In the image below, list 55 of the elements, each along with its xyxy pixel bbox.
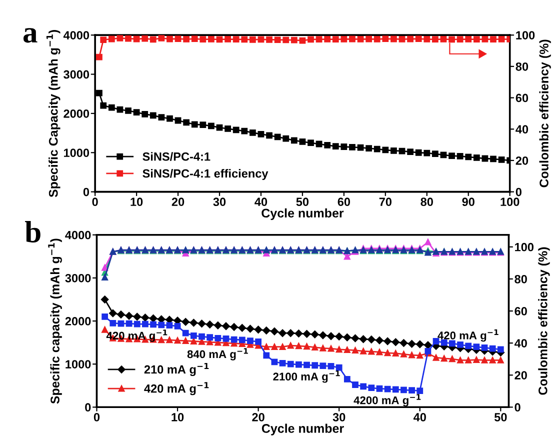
x-tick-label: 40 (413, 413, 426, 422)
annotation: 2100 mA g$^{−1}$ (273, 370, 340, 383)
y-tick-label: 1000 (66, 360, 91, 368)
x-tick-label: 60 (338, 198, 350, 206)
y2-tick-label: 40 (516, 125, 528, 134)
x-tick-label: 0 (92, 198, 98, 206)
y-tick-label: 0 (83, 188, 90, 196)
y2-tick-label: 40 (514, 339, 527, 348)
x-tick-label: 70 (379, 198, 392, 206)
y2-tick-label: 0 (514, 403, 520, 412)
y2-tick-label: 20 (516, 156, 528, 165)
y2-tick-label: 80 (516, 62, 528, 71)
y2-tick-label: 60 (516, 94, 528, 102)
y-tick-label: 3000 (65, 274, 91, 282)
x-axis-title: Cycle number (262, 208, 344, 220)
y-tick-label: 0 (85, 403, 91, 412)
annotation: 420 mA g$^{−1}$ (438, 329, 498, 342)
y2-tick-label: 100 (515, 242, 534, 252)
legend-label: 210 mA g$^{−1}$ (144, 362, 209, 376)
y-tick-label: 4000 (65, 230, 91, 240)
x-tick-label: 20 (172, 198, 184, 206)
x-tick-label: 10 (172, 413, 184, 422)
y-tick-label: 1000 (64, 148, 90, 158)
y2-tick-label: 80 (514, 274, 527, 284)
y2-tick-label: 0 (516, 188, 522, 196)
x-tick-label: 80 (420, 198, 433, 206)
legend-label: SiNS/PC-4:1 efficiency (142, 168, 268, 180)
y-tick-label: 2000 (64, 109, 90, 118)
y-tick-label: 3000 (64, 70, 90, 79)
y2-tick-label: 100 (516, 31, 535, 40)
x-tick-label: 40 (254, 198, 268, 206)
y2-tick-label: 60 (514, 307, 527, 316)
annotation: 840 mA g$^{−1}$ (187, 348, 248, 360)
y-axis-title: Specific Capacity (mAh g$^{−1}$) (46, 30, 60, 198)
x-tick-label: 90 (462, 198, 474, 206)
x-tick-label: 20 (252, 413, 264, 422)
y2-tick-label: 20 (514, 371, 527, 380)
x-tick-label: 100 (500, 198, 520, 206)
x-tick-label: 10 (130, 198, 143, 206)
y-tick-label: 4000 (63, 31, 90, 40)
annotation: 4200 mA g$^{−1}$ (354, 394, 421, 406)
x-tick-label: 50 (296, 198, 309, 206)
text: a (23, 28, 38, 43)
legend-label: SiNS/PC-4:1 (142, 152, 210, 161)
legend-label: 420 mA g$^{−1}$ (144, 382, 209, 396)
text: b (25, 221, 40, 243)
x-tick-label: 30 (213, 198, 226, 206)
y-axis-title: Specific capacity (mAh g$^{−1}$) (48, 238, 62, 404)
x-tick-label: 0 (94, 413, 100, 422)
y2-axis-title: Coulombic efficiency (%) (539, 40, 551, 188)
x-axis-title: Cycle number (262, 424, 344, 436)
x-tick-label: 30 (332, 413, 346, 422)
y2-axis-title: Coulombic efficiency (%) (538, 247, 550, 395)
y-tick-label: 2000 (65, 317, 91, 326)
x-tick-label: 50 (494, 413, 507, 422)
